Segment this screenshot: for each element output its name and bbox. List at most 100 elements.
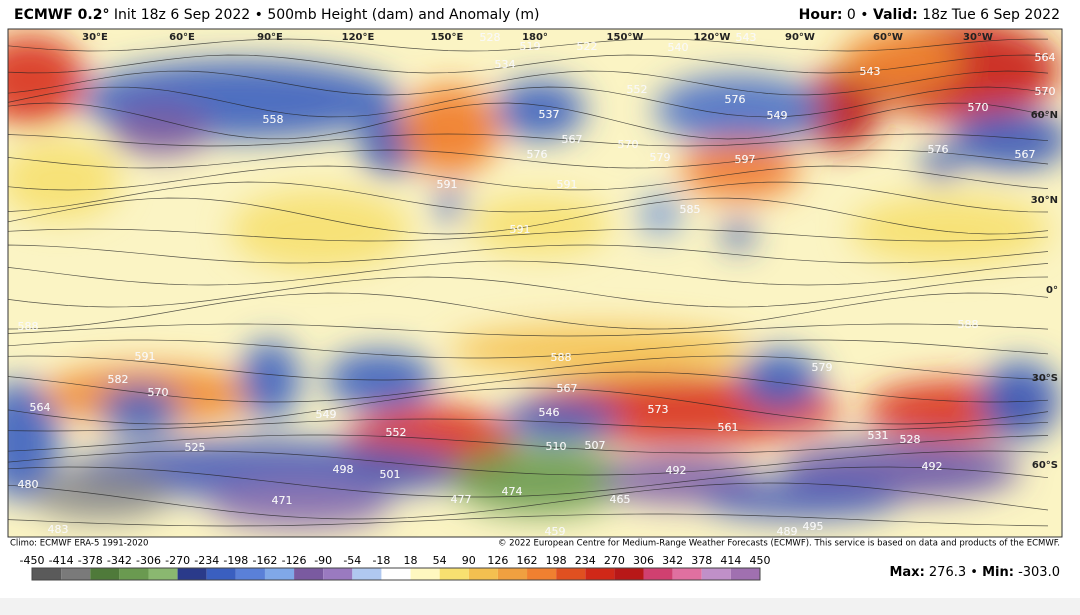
colorbar-segment [497,568,528,580]
anomaly-blob [723,220,753,250]
contour-line [8,165,1049,191]
contour-label: 567 [562,133,583,146]
min-label: Min: [982,565,1014,580]
colorbar-label: 306 [633,554,654,567]
contour-label: 576 [527,148,548,161]
contour-label: 549 [767,109,788,122]
longitude-label: 120°E [342,32,375,43]
init: Init 18z 6 Sep 2022 • 500mb Height (dam)… [114,7,540,23]
contour-label: 549 [316,408,337,421]
latitude-label: 60°S [1032,460,1058,471]
anomaly-blob [500,400,620,440]
colorbar-segment [381,568,411,580]
colorbar-segment [730,568,760,580]
contour-label: 471 [272,494,293,507]
contour-line [8,133,1049,147]
contour-label: 570 [618,138,639,151]
contour-label: 477 [451,493,472,506]
climo: Climo: ECMWF ERA-5 1991-2020 [10,539,148,549]
contour-label: 597 [735,153,756,166]
hour-label: Hour: [799,7,843,23]
anomaly-blob [30,470,170,520]
anomaly-blob [435,190,465,220]
longitude-label: 180° [522,32,548,43]
colorbar-label: -270 [165,554,190,567]
colorbar-segment [148,568,178,580]
contour-label: 558 [263,113,284,126]
contour-label: 543 [736,31,757,44]
valid-time: 18z Tue 6 Sep 2022 [922,7,1060,23]
max-label: Max: [889,565,924,580]
hour: 0 • [847,7,869,23]
copyright: © 2022 European Centre for Medium-Range … [498,539,1060,549]
contour-label: 528 [480,31,501,44]
latitude-label: 30°N [1031,195,1058,206]
anomaly-blob [920,150,960,180]
colorbar-label: 342 [662,554,683,567]
contour-label: 522 [577,40,598,53]
contour-label: 585 [680,203,701,216]
contour-label: 501 [380,468,401,481]
contour-label: 525 [185,441,206,454]
colorbar-segment [177,568,207,580]
contour-line [8,276,1049,308]
contour-label: 519 [520,40,541,53]
contour-line [8,54,1049,74]
anomaly-blob [8,140,120,220]
model: ECMWF 0.2° [14,7,109,23]
anomaly-blob [655,75,825,145]
contour-line [8,102,1049,140]
header: ECMWF 0.2° Init 18z 6 Sep 2022 • 500mb H… [14,7,539,23]
longitude-label: 120°W [694,32,731,43]
map [8,29,1062,537]
max-min: Max: 276.3 • Min: -303.0 [889,565,1060,580]
colorbar-label: -342 [107,554,132,567]
contour-line [8,450,1049,476]
contour-line [8,244,1049,264]
anomaly-blob [8,35,85,125]
colorbar-label: -198 [223,554,248,567]
anomaly-blob [850,195,1050,265]
contour-line [8,181,1049,213]
anomaly-blob [110,105,210,155]
latitude-label: 0° [1046,285,1058,296]
colorbar-label: -234 [194,554,219,567]
contour-line [8,513,1049,527]
contour-label: 492 [922,460,943,473]
contour-line [8,292,1049,330]
contour-label: 510 [546,440,567,453]
colorbar-label: 18 [404,554,418,567]
anomaly-blob [980,360,1060,440]
anomaly-blob [495,80,585,140]
longitude-label: 150°E [431,32,464,43]
colorbar-label: 234 [575,554,596,567]
contour-label: 564 [30,401,51,414]
colorbar-label: 126 [487,554,508,567]
longitude-label: 150°W [607,32,644,43]
colorbar-label: -162 [252,554,277,567]
anomaly-blob [680,140,800,200]
contour-label: 588 [958,318,979,331]
colorbar-segment [235,568,265,580]
anomaly-blob [470,195,610,255]
contour-label: 576 [928,143,949,156]
anomaly-blob [8,380,60,500]
anomaly-blob [70,440,470,500]
bottom-bar [0,598,1080,615]
colorbar-label: -18 [372,554,390,567]
longitude-label: 90°W [785,32,815,43]
contour-label: 573 [648,403,669,416]
colorbar-segment [264,568,295,580]
contour-line [8,260,1049,286]
separator: • [970,565,978,580]
anomaly-blob [740,350,820,410]
colorbar-segment [323,568,353,580]
contour-label: 564 [1035,51,1056,64]
contour-label: 507 [585,439,606,452]
contour-label: 579 [812,361,833,374]
contour-label: 543 [860,65,881,78]
anomaly-blob [240,340,300,420]
contour-label: 579 [650,151,671,164]
colorbar-label: -90 [314,554,332,567]
contour-label: 528 [900,433,921,446]
